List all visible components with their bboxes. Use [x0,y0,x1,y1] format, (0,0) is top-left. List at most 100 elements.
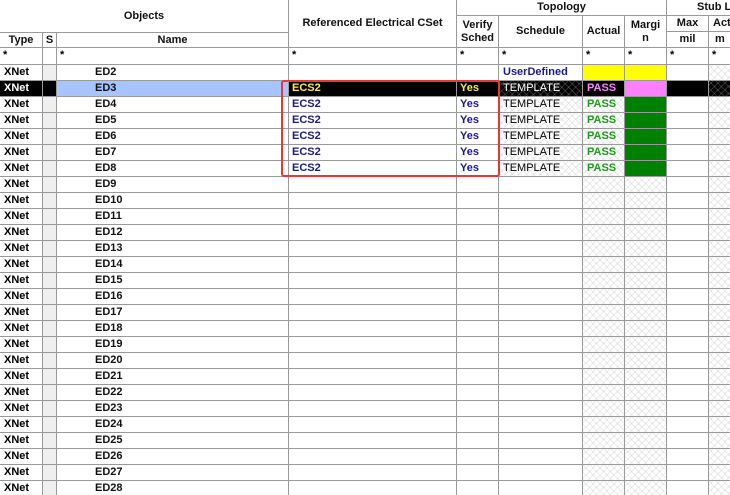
row-cset-cell[interactable] [289,241,457,257]
row-cset-cell[interactable]: ECS2 [289,145,457,161]
row-s-cell[interactable] [43,113,57,129]
row-schedule-cell[interactable] [499,289,583,305]
row-act-cell[interactable] [709,369,730,385]
row-verify-sched-cell[interactable] [457,369,499,385]
row-s-cell[interactable] [43,433,57,449]
row-cset-cell[interactable] [289,321,457,337]
row-verify-sched-cell[interactable] [457,209,499,225]
row-max-cell[interactable] [667,161,709,177]
row-type-cell[interactable]: XNet [0,417,43,433]
row-schedule-cell[interactable] [499,257,583,273]
row-verify-sched-cell[interactable] [457,177,499,193]
row-verify-sched-cell[interactable] [457,289,499,305]
header-s[interactable]: S [43,33,57,48]
row-max-cell[interactable] [667,177,709,193]
filter-max[interactable]: * [667,48,709,65]
row-s-cell[interactable] [43,257,57,273]
row-act-cell[interactable] [709,257,730,273]
row-schedule-cell[interactable] [499,209,583,225]
row-actual-cell[interactable] [583,337,625,353]
row-type-cell[interactable]: XNet [0,369,43,385]
row-name-cell[interactable]: ED9 [57,177,289,193]
row-actual-cell[interactable] [583,417,625,433]
row-verify-sched-cell[interactable] [457,305,499,321]
row-act-cell[interactable] [709,209,730,225]
row-type-cell[interactable]: XNet [0,353,43,369]
row-cset-cell[interactable] [289,273,457,289]
row-act-cell[interactable] [709,113,730,129]
row-act-cell[interactable] [709,305,730,321]
row-actual-cell[interactable] [583,433,625,449]
row-type-cell[interactable]: XNet [0,129,43,145]
row-verify-sched-cell[interactable]: Yes [457,81,499,97]
row-name-cell[interactable]: ED17 [57,305,289,321]
row-margin-cell[interactable] [625,465,667,481]
row-act-cell[interactable] [709,273,730,289]
row-verify-sched-cell[interactable] [457,385,499,401]
row-margin-cell[interactable] [625,257,667,273]
row-type-cell[interactable]: XNet [0,81,43,97]
row-name-cell[interactable]: ED2 [57,65,289,81]
row-schedule-cell[interactable]: TEMPLATE [499,113,583,129]
row-s-cell[interactable] [43,241,57,257]
row-max-cell[interactable] [667,449,709,465]
row-max-cell[interactable] [667,273,709,289]
header-referenced-electrical-cset[interactable]: Referenced Electrical CSet [289,0,457,48]
row-verify-sched-cell[interactable] [457,337,499,353]
row-cset-cell[interactable]: ECS2 [289,113,457,129]
row-type-cell[interactable]: XNet [0,481,43,495]
row-s-cell[interactable] [43,209,57,225]
row-schedule-cell[interactable] [499,433,583,449]
row-margin-cell[interactable] [625,289,667,305]
row-cset-cell[interactable] [289,305,457,321]
row-type-cell[interactable]: XNet [0,305,43,321]
row-s-cell[interactable] [43,481,57,495]
row-margin-cell[interactable] [625,225,667,241]
row-act-cell[interactable] [709,145,730,161]
row-margin-cell[interactable] [625,193,667,209]
row-cset-cell[interactable] [289,449,457,465]
row-actual-cell[interactable] [583,193,625,209]
row-cset-cell[interactable] [289,433,457,449]
row-type-cell[interactable]: XNet [0,241,43,257]
row-name-cell[interactable]: ED18 [57,321,289,337]
row-verify-sched-cell[interactable] [457,433,499,449]
row-margin-cell[interactable] [625,305,667,321]
row-margin-cell[interactable] [625,337,667,353]
row-margin-cell[interactable] [625,65,667,81]
row-cset-cell[interactable] [289,257,457,273]
header-verify-sched[interactable]: Verify Sched [457,16,499,48]
row-cset-cell[interactable] [289,193,457,209]
row-cset-cell[interactable] [289,401,457,417]
row-act-cell[interactable] [709,449,730,465]
row-s-cell[interactable] [43,161,57,177]
row-schedule-cell[interactable] [499,369,583,385]
row-verify-sched-cell[interactable] [457,257,499,273]
header-type[interactable]: Type [0,33,43,48]
row-cset-cell[interactable] [289,225,457,241]
row-actual-cell[interactable]: PASS [583,97,625,113]
row-max-cell[interactable] [667,465,709,481]
header-act[interactable]: Act [709,16,730,32]
row-type-cell[interactable]: XNet [0,465,43,481]
row-verify-sched-cell[interactable] [457,193,499,209]
row-verify-sched-cell[interactable] [457,353,499,369]
row-margin-cell[interactable] [625,145,667,161]
row-verify-sched-cell[interactable]: Yes [457,97,499,113]
filter-cset[interactable]: * [289,48,457,65]
row-cset-cell[interactable] [289,417,457,433]
row-actual-cell[interactable] [583,273,625,289]
row-name-cell[interactable]: ED8 [57,161,289,177]
row-verify-sched-cell[interactable] [457,401,499,417]
row-margin-cell[interactable] [625,401,667,417]
row-verify-sched-cell[interactable]: Yes [457,129,499,145]
row-act-cell[interactable] [709,481,730,495]
row-s-cell[interactable] [43,337,57,353]
row-name-cell[interactable]: ED19 [57,337,289,353]
filter-actual[interactable]: * [583,48,625,65]
row-type-cell[interactable]: XNet [0,65,43,81]
row-cset-cell[interactable] [289,481,457,495]
row-cset-cell[interactable]: ECS2 [289,81,457,97]
row-cset-cell[interactable] [289,337,457,353]
row-act-cell[interactable] [709,465,730,481]
